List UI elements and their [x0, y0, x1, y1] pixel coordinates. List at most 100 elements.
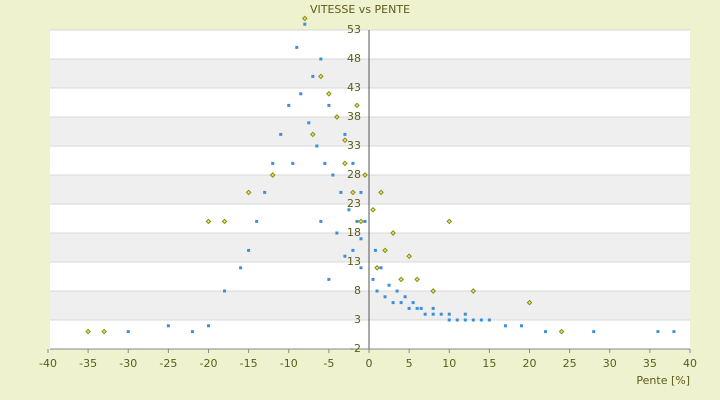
- point: [190, 330, 194, 334]
- y-tick-label: 23: [347, 197, 361, 210]
- point: [295, 45, 299, 49]
- point: [407, 306, 411, 310]
- point: [126, 330, 130, 334]
- x-tick-label: 10: [442, 357, 456, 370]
- point: [351, 248, 355, 252]
- point: [358, 218, 364, 225]
- point: [439, 312, 443, 316]
- point: [343, 132, 347, 136]
- point: [255, 219, 259, 223]
- point: [558, 328, 565, 335]
- point: [245, 189, 252, 196]
- point: [371, 277, 375, 281]
- y-tick-label: 48: [347, 52, 361, 65]
- point: [318, 73, 324, 80]
- y-tick-label: 33: [347, 139, 361, 152]
- point: [672, 330, 676, 334]
- point: [463, 318, 467, 322]
- point: [263, 190, 267, 194]
- x-tick-label: 5: [406, 357, 413, 370]
- point: [470, 288, 477, 294]
- point: [374, 264, 380, 271]
- x-tick-label: -20: [200, 357, 218, 370]
- point: [315, 144, 319, 148]
- point: [307, 121, 311, 125]
- point: [309, 131, 316, 138]
- point: [656, 330, 660, 334]
- point: [327, 277, 331, 281]
- y-tick-label: 38: [347, 110, 361, 123]
- y-tick-label: -2: [350, 342, 361, 355]
- point: [334, 114, 340, 120]
- point: [355, 219, 359, 223]
- y-tick-label: 43: [347, 81, 361, 94]
- point: [370, 206, 376, 213]
- y-tick-label: 8: [354, 284, 361, 297]
- point: [335, 231, 339, 235]
- point: [247, 248, 251, 252]
- x-tick-label: -40: [39, 357, 57, 370]
- point: [423, 312, 427, 316]
- point: [311, 74, 315, 78]
- point: [301, 15, 308, 22]
- point: [375, 289, 379, 293]
- point: [378, 189, 384, 196]
- point: [447, 318, 451, 322]
- point: [419, 306, 423, 310]
- point: [279, 132, 283, 136]
- point: [544, 330, 548, 334]
- x-tick-label: 15: [482, 357, 496, 370]
- point: [101, 328, 108, 335]
- point: [431, 306, 435, 310]
- point: [354, 102, 360, 109]
- band: [50, 117, 690, 146]
- point: [414, 276, 420, 283]
- band: [50, 175, 690, 204]
- point: [362, 172, 368, 178]
- point: [319, 57, 323, 61]
- point: [323, 161, 327, 165]
- point: [471, 318, 475, 322]
- point: [391, 301, 395, 305]
- x-tick-label: 20: [523, 357, 537, 370]
- point: [382, 247, 388, 254]
- point: [287, 103, 291, 107]
- point: [319, 219, 323, 223]
- point: [479, 318, 483, 322]
- point: [379, 266, 383, 270]
- point: [359, 266, 363, 270]
- point: [503, 324, 507, 328]
- y-tick-label: 53: [347, 23, 361, 36]
- point: [359, 237, 363, 241]
- x-axis-label: Pente [%]: [636, 374, 690, 387]
- point: [399, 301, 403, 305]
- point: [327, 103, 331, 107]
- point: [223, 289, 227, 293]
- band: [50, 59, 690, 88]
- point: [363, 219, 367, 223]
- x-tick-label: -10: [280, 357, 298, 370]
- point: [339, 190, 343, 194]
- x-tick-label: -15: [240, 357, 258, 370]
- point: [415, 306, 419, 310]
- x-tick-label: 35: [643, 357, 657, 370]
- x-tick-label: -35: [79, 357, 97, 370]
- point: [406, 253, 412, 260]
- point: [387, 283, 391, 287]
- x-tick-label: 0: [366, 357, 373, 370]
- point: [299, 92, 303, 96]
- point: [398, 276, 404, 283]
- point: [239, 266, 243, 270]
- point: [519, 324, 523, 328]
- point: [431, 312, 435, 316]
- x-tick-label: -25: [159, 357, 177, 370]
- band: [50, 291, 690, 320]
- point: [331, 173, 335, 177]
- x-tick-label: 25: [563, 357, 577, 370]
- point: [463, 312, 467, 316]
- point: [390, 230, 396, 236]
- point: [373, 248, 377, 252]
- point: [326, 90, 332, 97]
- point: [411, 301, 415, 305]
- point: [447, 312, 451, 316]
